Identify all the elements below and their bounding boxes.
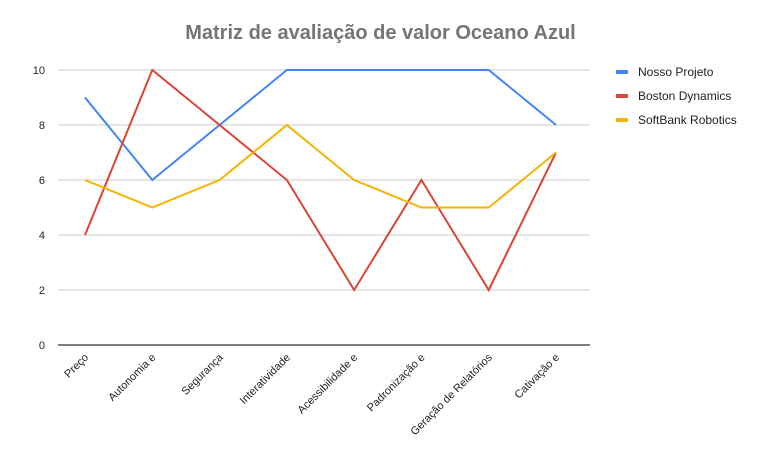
x-tick-label: Acessibilidade e [296, 352, 361, 417]
legend-item-nosso-projeto[interactable]: Nosso Projeto [616, 60, 737, 84]
series-line-boston-dynamics[interactable] [84, 68, 557, 293]
series-line-softbank-robotics[interactable] [84, 123, 557, 209]
legend-item-boston-dynamics[interactable]: Boston Dynamics [616, 84, 737, 108]
legend-label: Boston Dynamics [638, 89, 732, 103]
x-tick-label: Padronização e [365, 352, 428, 415]
x-tick-label: Interatividade [238, 352, 293, 407]
y-tick-label: 6 [39, 175, 45, 187]
y-tick-label: 4 [39, 230, 45, 242]
legend-swatch-icon [616, 70, 628, 74]
legend-label: SoftBank Robotics [638, 113, 737, 127]
chart-legend: Nosso Projeto Boston Dynamics SoftBank Rob… [616, 60, 737, 132]
y-tick-label: 8 [39, 120, 45, 132]
x-tick-label: Cativação e [513, 352, 563, 402]
x-tick-label: Segurança [180, 351, 227, 398]
legend-label: Nosso Projeto [638, 65, 714, 79]
legend-item-softbank-robotics[interactable]: SoftBank Robotics [616, 108, 737, 132]
y-tick-label: 2 [39, 285, 45, 297]
legend-swatch-icon [616, 118, 628, 122]
y-tick-label: 10 [33, 65, 45, 77]
legend-swatch-icon [616, 94, 628, 98]
series-line-nosso-projeto[interactable] [84, 69, 557, 182]
chart-title: Matriz de avaliação de valor Oceano Azul [0, 22, 761, 45]
y-tick-label: 0 [39, 340, 45, 352]
x-tick-label: Autonomia e [106, 352, 158, 404]
x-tick-label: Preço [62, 352, 91, 381]
chart-title-text: Matriz de avaliação de valor Oceano Azul [185, 22, 576, 44]
